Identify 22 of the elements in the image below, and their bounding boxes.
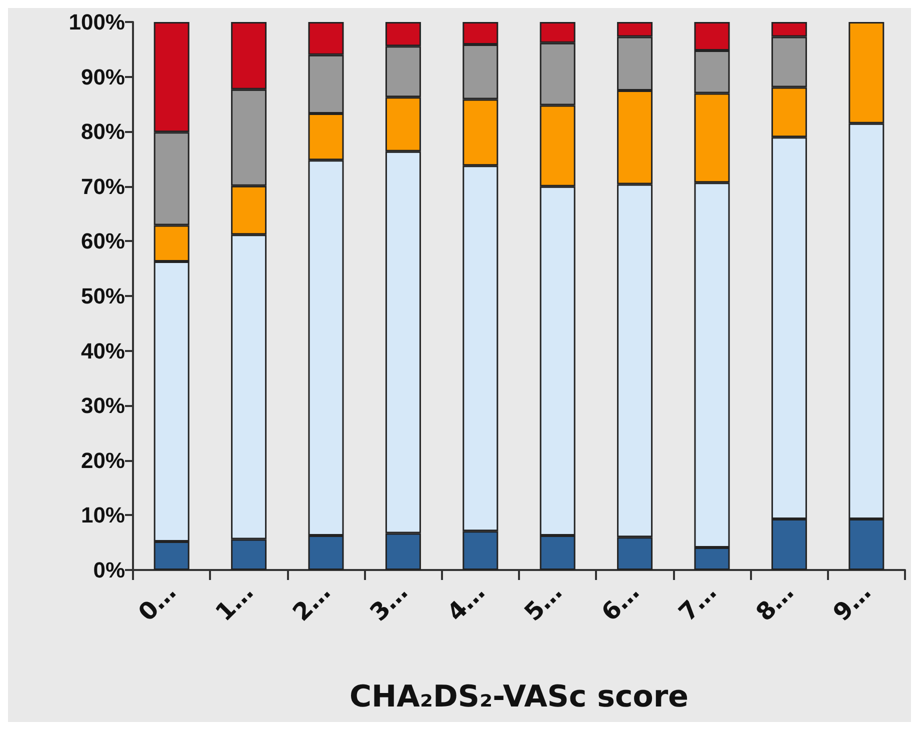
y-tick-label: 50% (80, 284, 125, 308)
y-tick-label: 70% (80, 174, 125, 199)
y-tick-label: 80% (80, 119, 125, 144)
x-axis-title: CHA₂DS₂-VASc score (349, 680, 689, 714)
x-tick-label: 8… (750, 578, 800, 627)
y-tick-label: 60% (80, 228, 125, 254)
y-tick-label: 10% (80, 502, 125, 528)
x-tick-label: 9… (828, 578, 876, 627)
y-tick-label: 90% (80, 64, 125, 90)
y-tick-label: 100% (68, 10, 125, 34)
y-tick-label: 0% (93, 558, 125, 582)
y-tick-label: 40% (80, 338, 125, 364)
x-tick-label: 2… (287, 578, 336, 627)
y-tick-label: 20% (80, 448, 125, 473)
x-tick-label: 5… (518, 578, 568, 627)
x-tick-label: 1… (210, 578, 259, 627)
x-tick-label: 6… (596, 578, 645, 627)
x-tick-label: 0… (132, 578, 182, 627)
y-tick-label: 30% (80, 393, 125, 418)
x-tick-label: 3… (364, 578, 414, 627)
x-tick-label: 4… (442, 578, 490, 627)
x-tick-label: 7… (673, 578, 722, 627)
